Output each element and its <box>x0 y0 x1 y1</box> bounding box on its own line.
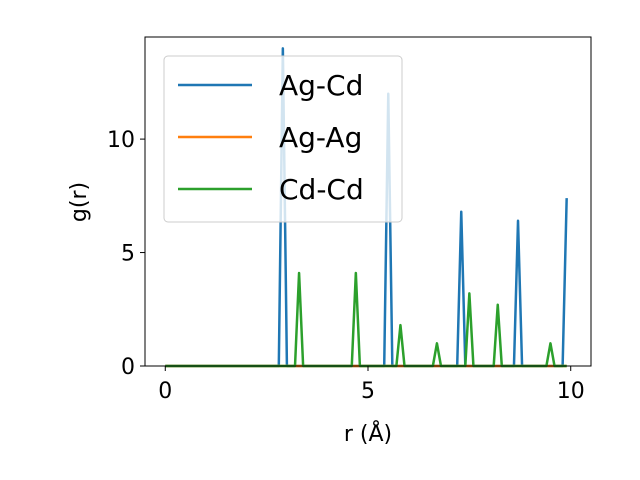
y-tick-label: 5 <box>121 242 135 267</box>
legend-label-ag-ag: Ag-Ag <box>279 121 362 154</box>
legend-label-cd-cd: Cd-Cd <box>279 173 364 206</box>
legend: Ag-Cd Ag-Ag Cd-Cd <box>163 55 403 223</box>
y-tick-label: 10 <box>107 128 135 153</box>
y-axis-title: g(r) <box>67 182 92 222</box>
x-tick-label: 5 <box>361 379 375 404</box>
y-axis: 0 5 10 <box>107 128 145 380</box>
y-tick-label: 0 <box>121 355 135 380</box>
legend-entries: Ag-Cd Ag-Ag Cd-Cd <box>178 69 364 206</box>
legend-label-ag-cd: Ag-Cd <box>279 69 363 102</box>
x-tick-label: 0 <box>158 379 172 404</box>
x-tick-label: 10 <box>557 379 585 404</box>
x-axis-title: r (Å) <box>344 420 392 447</box>
legend-box <box>163 55 403 223</box>
x-axis: 0 5 10 <box>158 366 585 404</box>
